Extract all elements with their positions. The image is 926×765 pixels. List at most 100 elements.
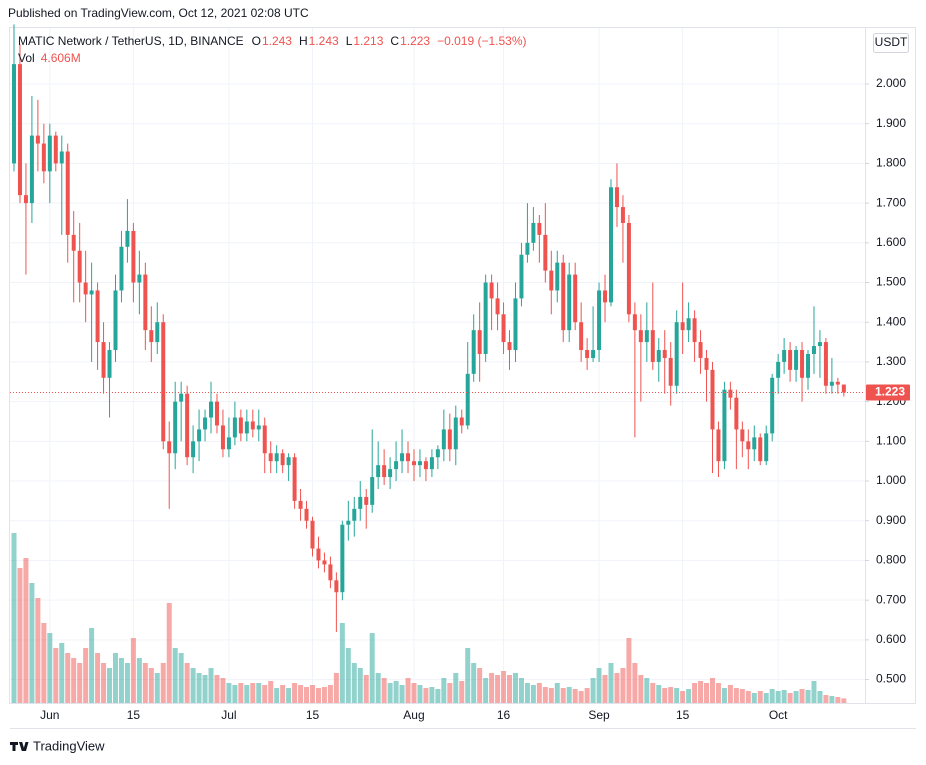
candle-body xyxy=(346,520,351,525)
volume-bar xyxy=(727,685,733,703)
candle-body xyxy=(495,298,500,315)
y-tick-label: 0.600 xyxy=(876,632,906,646)
candle-body xyxy=(674,322,679,386)
candle-body xyxy=(101,342,106,378)
volume-bar xyxy=(471,663,477,703)
candle-body xyxy=(573,274,578,323)
volume-bar xyxy=(369,633,375,703)
volume-bar xyxy=(692,683,698,703)
volume-bar xyxy=(495,675,501,703)
candle-body xyxy=(579,322,584,351)
candle-body xyxy=(137,274,142,283)
candle-body xyxy=(328,564,333,581)
y-tick-label: 1.900 xyxy=(876,116,906,130)
candle-body xyxy=(59,151,64,164)
candle-body xyxy=(12,64,16,164)
candle-body xyxy=(800,350,805,378)
y-tick-label: 1.600 xyxy=(876,235,906,249)
volume-bar xyxy=(345,648,351,703)
volume-bar xyxy=(101,663,107,703)
volume-bar xyxy=(351,663,357,703)
candle-body xyxy=(752,437,757,450)
last-price-box xyxy=(866,384,910,401)
candle-body xyxy=(232,417,237,438)
volume-bar xyxy=(298,685,304,703)
volume-bar xyxy=(602,675,608,703)
candle-body xyxy=(537,222,542,235)
volume-bar xyxy=(47,633,53,703)
candle-body xyxy=(501,314,506,343)
volume-bar xyxy=(220,678,226,703)
volume-bar xyxy=(11,533,17,703)
x-tick-label: 15 xyxy=(676,708,690,722)
candle-body xyxy=(459,417,464,426)
volume-bar xyxy=(160,663,166,703)
volume-bar xyxy=(244,685,250,703)
volume-bar xyxy=(393,681,399,703)
candle-body xyxy=(310,520,315,549)
candle-body xyxy=(95,290,100,343)
candle-body xyxy=(280,453,285,466)
legend-change: −0.019 (−1.53%) xyxy=(437,34,526,48)
candle-body xyxy=(686,318,691,331)
candle-body xyxy=(143,274,148,331)
candle-body xyxy=(692,318,697,343)
candle-body xyxy=(549,270,554,291)
candle-body xyxy=(29,135,34,204)
volume-bar xyxy=(148,668,154,703)
candle-body xyxy=(71,234,76,251)
candle-body xyxy=(477,330,482,354)
candle-body xyxy=(543,234,548,271)
candle-body xyxy=(268,453,273,462)
volume-bar xyxy=(674,688,680,703)
volume-bar xyxy=(709,678,715,703)
volume-bar xyxy=(89,628,95,703)
candle-body xyxy=(394,461,399,470)
volume-bar xyxy=(769,689,775,703)
volume-bar xyxy=(704,683,710,703)
y-tick-label: 1.800 xyxy=(876,156,906,170)
volume-bar xyxy=(518,678,524,703)
candle-body xyxy=(358,496,363,509)
volume-bar xyxy=(310,685,315,703)
candle-body xyxy=(406,453,411,462)
candle-body xyxy=(298,500,303,509)
candle-body xyxy=(340,524,345,593)
volume-bar xyxy=(53,648,59,703)
candle-body xyxy=(417,461,422,466)
volume-bar xyxy=(166,603,172,703)
candle-body xyxy=(286,457,291,466)
brand-logo xyxy=(10,742,29,751)
volume-bar xyxy=(357,668,363,703)
last-price-label: 1.223 xyxy=(875,385,905,399)
candle-body xyxy=(662,350,667,358)
candle-body xyxy=(65,151,70,235)
legend-symbol: MATIC Network / TetherUS, 1D, BINANCE xyxy=(18,34,244,48)
candle-body xyxy=(161,322,166,442)
candle-body xyxy=(17,64,22,196)
candle-body xyxy=(304,508,309,521)
volume-bar xyxy=(835,697,841,703)
candle-body xyxy=(411,461,416,466)
volume-bar xyxy=(656,685,662,703)
x-tick-label: Jun xyxy=(40,708,59,722)
legend-key: L xyxy=(346,34,353,48)
volume-bar xyxy=(196,673,202,703)
volume-bar xyxy=(763,693,769,703)
candle-body xyxy=(352,508,357,521)
volume-bar xyxy=(399,685,405,703)
volume-bar xyxy=(423,688,429,703)
candle-body xyxy=(244,421,249,434)
volume-bar xyxy=(614,673,620,703)
volume-bar xyxy=(512,673,518,703)
candle-body xyxy=(567,274,572,331)
candle-body xyxy=(191,441,196,458)
candle-body xyxy=(555,262,560,291)
candle-body xyxy=(746,441,751,450)
volume-bar xyxy=(190,668,196,703)
candle-body xyxy=(734,397,739,430)
candle-body xyxy=(698,342,703,358)
volume-bar xyxy=(71,658,77,703)
volume-bar xyxy=(333,673,339,703)
